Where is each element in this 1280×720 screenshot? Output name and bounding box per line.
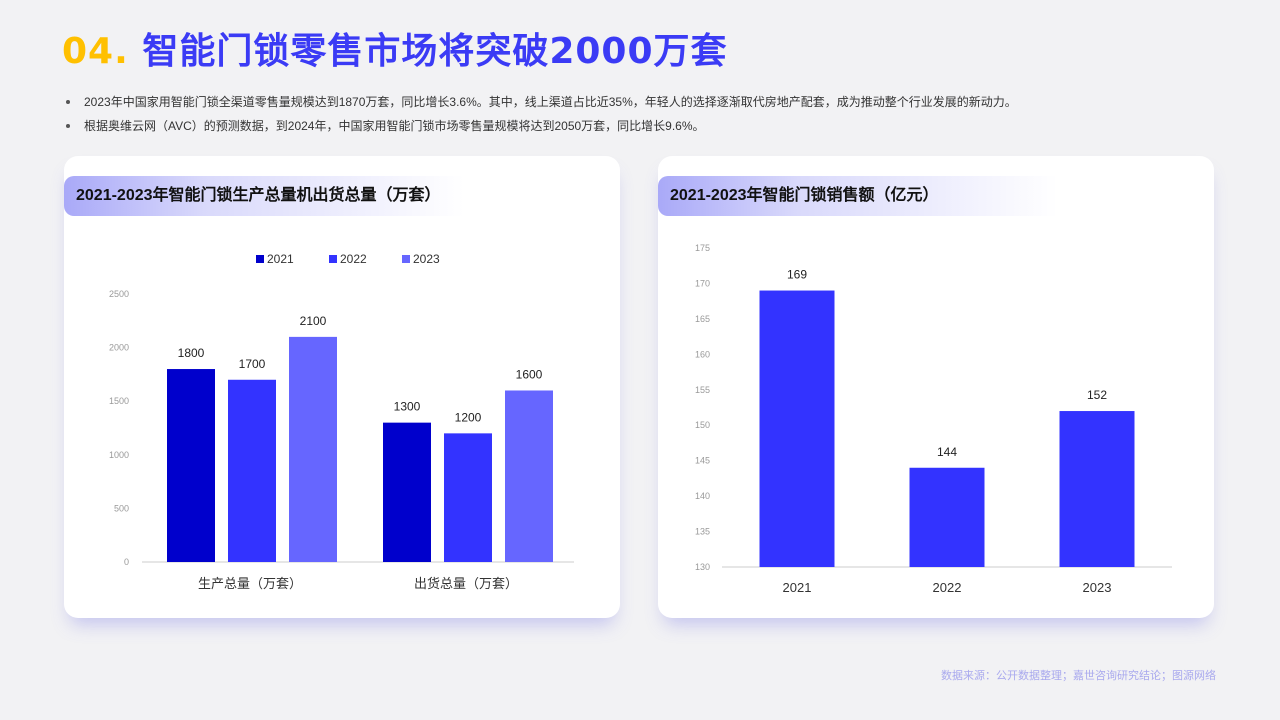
legend-label: 2022 xyxy=(340,252,367,266)
chart-title: 2021-2023年智能门锁销售额（亿元） xyxy=(658,176,1058,216)
bar xyxy=(383,422,431,562)
data-source: 数据来源：公开数据整理；嘉世咨询研究结论；图源网络 xyxy=(941,670,1216,682)
y-tick-label: 150 xyxy=(695,420,710,430)
y-tick-label: 1000 xyxy=(109,450,129,460)
bar xyxy=(444,433,492,562)
x-tick-label: 2022 xyxy=(933,580,962,595)
y-tick-label: 175 xyxy=(695,243,710,253)
y-tick-label: 2500 xyxy=(109,289,129,299)
x-tick-label: 2023 xyxy=(1083,580,1112,595)
bar xyxy=(1059,411,1135,567)
x-tick-label: 2021 xyxy=(783,580,812,595)
bar xyxy=(228,379,276,562)
data-label: 1800 xyxy=(178,346,205,360)
y-tick-label: 155 xyxy=(695,385,710,395)
x-tick-label: 出货总量（万套） xyxy=(414,576,518,591)
data-label: 1300 xyxy=(394,400,421,414)
legend-label: 2023 xyxy=(413,252,440,266)
legend-swatch xyxy=(256,255,264,263)
title-text: 智能门锁零售市场将突破2000万套 xyxy=(142,31,728,72)
x-tick-label: 生产总量（万套） xyxy=(198,576,302,591)
production-shipment-chart: 2021 2022 2023 0 500 1000 1500 2000 2500 1800 1700… xyxy=(109,252,574,591)
bar xyxy=(289,336,337,562)
data-label: 2100 xyxy=(300,314,327,328)
y-tick-label: 170 xyxy=(695,278,710,288)
legend-label: 2021 xyxy=(267,252,294,266)
legend-swatch xyxy=(329,255,337,263)
y-tick-label: 135 xyxy=(695,527,710,537)
sales-card: 2021-2023年智能门锁销售额（亿元） 130 135 140 145 150 155… xyxy=(658,156,1214,618)
y-tick-label: 145 xyxy=(695,456,710,466)
chart-title: 2021-2023年智能门锁生产总量机出货总量（万套） xyxy=(64,176,464,216)
bullet-item: 2023年中国家用智能门锁全渠道零售量规模达到1870万套，同比增长3.6%。其… xyxy=(64,90,1224,114)
y-tick-label: 130 xyxy=(695,562,710,572)
y-tick-label: 165 xyxy=(695,314,710,324)
bar xyxy=(505,390,553,562)
y-tick-label: 2000 xyxy=(109,343,129,353)
bar xyxy=(167,369,215,562)
data-label: 144 xyxy=(937,445,957,459)
data-label: 1600 xyxy=(516,367,543,381)
page-title: 04. 智能门锁零售市场将突破2000万套 xyxy=(62,22,728,74)
y-tick-label: 160 xyxy=(695,349,710,359)
bullet-item: 根据奥维云网（AVC）的预测数据，到2024年，中国家用智能门锁市场零售量规模将… xyxy=(64,114,1224,138)
sales-chart: 130 135 140 145 150 155 160 165 170 175 169 2021 144… xyxy=(695,243,1172,595)
y-tick-label: 0 xyxy=(124,557,129,567)
y-tick-label: 500 xyxy=(114,503,129,513)
legend-swatch xyxy=(402,255,410,263)
data-label: 1700 xyxy=(239,357,266,371)
data-label: 1200 xyxy=(455,410,482,424)
y-tick-label: 1500 xyxy=(109,396,129,406)
bullet-list: 2023年中国家用智能门锁全渠道零售量规模达到1870万套，同比增长3.6%。其… xyxy=(64,90,1224,138)
y-tick-label: 140 xyxy=(695,491,710,501)
data-label: 169 xyxy=(787,268,807,282)
data-label: 152 xyxy=(1087,388,1107,402)
section-number: 04. xyxy=(62,31,129,72)
bar xyxy=(759,290,835,567)
production-shipment-card: 2021-2023年智能门锁生产总量机出货总量（万套） 2021 2022 2023… xyxy=(64,156,620,618)
bar xyxy=(909,467,985,567)
